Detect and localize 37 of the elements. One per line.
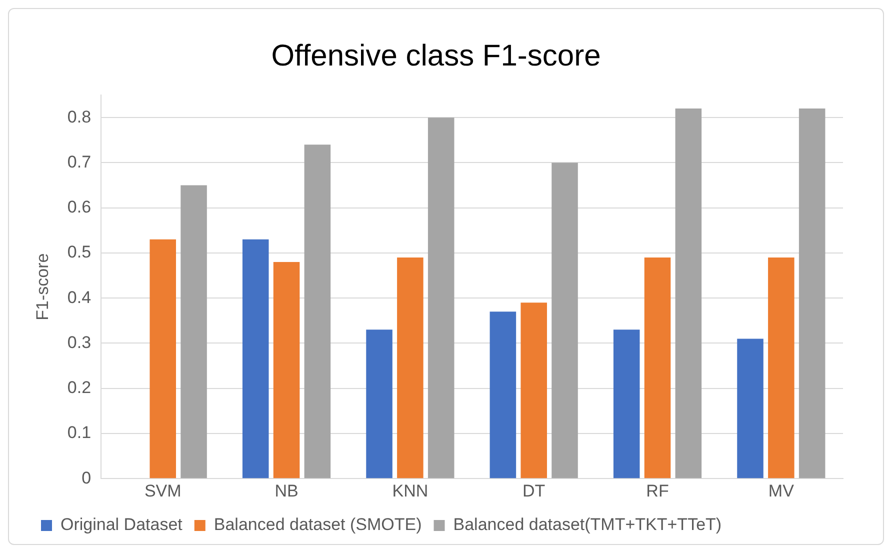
bar (552, 162, 578, 478)
x-tick-label: DT (522, 481, 546, 500)
chart-title: Offensive class F1-score (271, 39, 601, 72)
bar (273, 262, 300, 478)
y-tick-label: 0.5 (67, 242, 92, 262)
y-tick-label: 0.6 (67, 198, 92, 217)
bar (428, 118, 454, 478)
x-tick-label: KNN (392, 481, 428, 500)
y-tick-label: 0.3 (67, 332, 92, 352)
legend-label: Original Dataset (60, 515, 183, 534)
bar (798, 108, 826, 478)
bar (737, 338, 764, 478)
bar (366, 330, 392, 478)
bar (397, 257, 424, 478)
bar (150, 239, 176, 478)
y-tick-label: 0.2 (67, 378, 92, 398)
bar (675, 108, 702, 478)
x-tick-label: NB (274, 481, 298, 500)
x-tick-label: RF (646, 481, 669, 500)
y-tick-label: 0.4 (67, 288, 92, 307)
bar (768, 257, 794, 478)
y-tick-label: 0.8 (67, 107, 92, 126)
bar (242, 239, 269, 478)
bar (644, 257, 671, 478)
x-tick-label: SVM (144, 481, 182, 500)
x-tick-label: MV (768, 481, 795, 500)
legend-label: Balanced dataset(TMT+TKT+TTeT) (453, 515, 722, 534)
bar (520, 302, 547, 478)
legend-label: Balanced dataset (SMOTE) (214, 515, 422, 534)
bar (304, 144, 331, 478)
y-tick-label: 0 (82, 468, 92, 488)
bar (180, 185, 207, 478)
bar (613, 330, 640, 478)
y-axis-title: F1-score (32, 253, 52, 320)
y-tick-label: 0.1 (67, 423, 92, 442)
bar (490, 312, 516, 478)
y-tick-label: 0.7 (67, 152, 92, 172)
